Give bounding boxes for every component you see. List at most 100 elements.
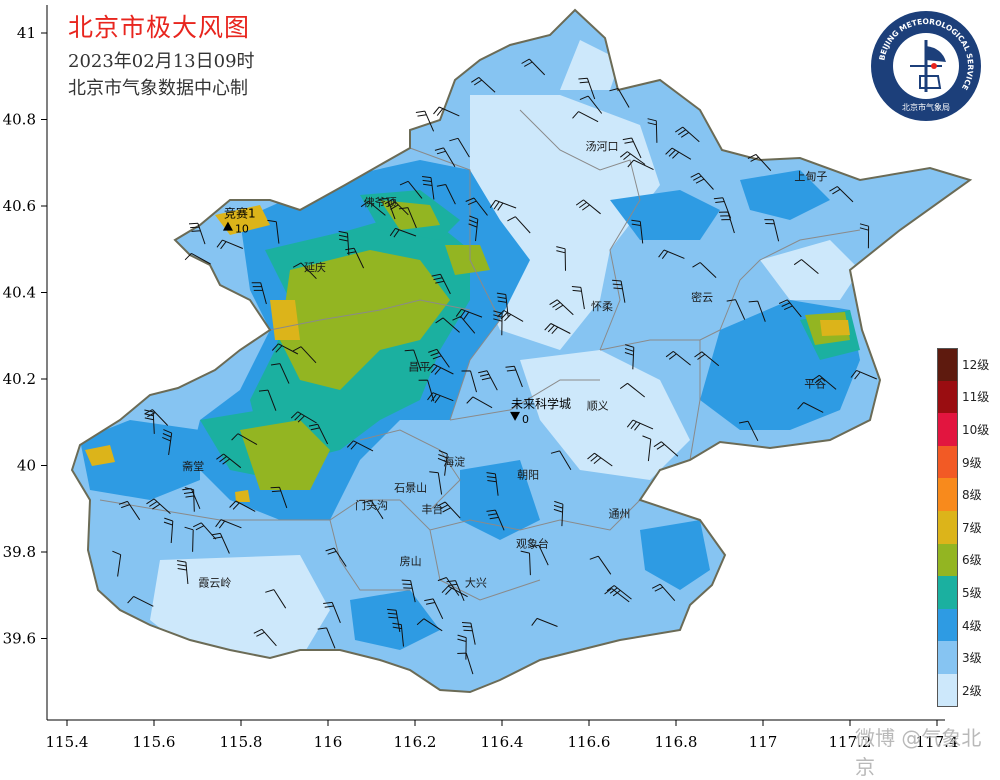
wind-barb-icon bbox=[609, 88, 630, 108]
wind-barb-icon bbox=[192, 522, 217, 540]
wind-barb-icon bbox=[575, 199, 601, 215]
wind-barb-icon bbox=[531, 617, 558, 627]
wind-barb-icon bbox=[675, 126, 700, 143]
wind-barb-icon bbox=[606, 585, 632, 600]
wind-barb-icon bbox=[619, 382, 646, 398]
wind-barb-icon bbox=[449, 137, 470, 158]
wind-barb-icon bbox=[529, 544, 549, 566]
wind-barb-icon bbox=[162, 429, 173, 455]
legend-label: 8级 bbox=[962, 488, 982, 503]
wind-barb-icon bbox=[521, 58, 546, 76]
legend-label: 9级 bbox=[962, 455, 982, 470]
legend-label: 7级 bbox=[962, 520, 982, 535]
wind-barb-icon bbox=[571, 286, 585, 310]
wind-barb-icon bbox=[692, 262, 717, 278]
legend-entry: 12级 bbox=[937, 348, 995, 381]
wind-barb-icon bbox=[452, 315, 476, 334]
wind-barb-icon bbox=[850, 369, 877, 380]
wind-barb-icon bbox=[144, 409, 155, 434]
wind-barb-icon bbox=[619, 151, 646, 165]
wind-barb-icon bbox=[496, 292, 509, 317]
wind-barb-icon bbox=[427, 392, 454, 404]
wind-barb-icon bbox=[647, 118, 658, 143]
legend-label: 12级 bbox=[962, 357, 990, 372]
wind-barb-icon bbox=[398, 207, 417, 229]
wind-barb-icon bbox=[434, 147, 456, 168]
wind-barb-icon bbox=[401, 579, 416, 603]
wind-barb-icon bbox=[404, 349, 422, 371]
wind-barb-icon bbox=[144, 409, 169, 426]
legend-label: 3级 bbox=[962, 651, 982, 666]
wind-barb-icon bbox=[544, 323, 571, 335]
wind-barb-icon bbox=[229, 500, 256, 512]
wind-barb-icon bbox=[457, 652, 474, 675]
wind-barb-icon bbox=[466, 396, 493, 409]
wind-barb-icon bbox=[549, 299, 574, 316]
wind-barb-icon bbox=[764, 219, 780, 242]
wind-barb-icon bbox=[811, 374, 837, 390]
gust-legend: 12级 11级 10级 9级 8级 7级 6级 5级 4级 3级 2级 bbox=[937, 348, 995, 707]
station-name: 未来科学城 bbox=[511, 396, 571, 411]
wind-barb-icon bbox=[433, 106, 460, 117]
wind-barb-icon bbox=[216, 453, 242, 469]
legend-swatch bbox=[937, 576, 958, 609]
wind-barb-icon bbox=[747, 153, 772, 171]
wind-barb-icon bbox=[176, 560, 189, 585]
map-producer: 北京市气象数据中心制 bbox=[68, 78, 248, 99]
wind-barb-icon bbox=[323, 601, 341, 623]
wind-barb-icon bbox=[184, 526, 194, 552]
wind-barb-icon bbox=[624, 344, 635, 370]
wind-barb-icon bbox=[265, 589, 287, 609]
wind-barb-icon bbox=[550, 450, 572, 471]
wind-barb-icon bbox=[127, 595, 154, 607]
y-tick-label: 40.4 bbox=[3, 284, 36, 302]
wind-gust-map: 115.4 115.6 115.8 116 116.2 116.4 116.6 116.8 11… bbox=[3, 5, 971, 751]
wind-barb-icon bbox=[726, 299, 746, 320]
map-title: 北京市极大风图 bbox=[68, 13, 251, 42]
wind-barb-icon bbox=[415, 110, 435, 132]
legend-entry: 8级 bbox=[937, 478, 995, 511]
wind-barb-icon bbox=[589, 555, 612, 575]
place-label: 密云 bbox=[691, 290, 713, 304]
wind-barb-icon bbox=[184, 252, 211, 265]
legend-swatch bbox=[937, 478, 958, 511]
wind-barb-icon bbox=[653, 441, 679, 457]
x-tick-label: 116.4 bbox=[481, 733, 524, 751]
wind-barb-icon bbox=[399, 180, 423, 199]
y-tick-label: 40.2 bbox=[3, 370, 36, 388]
legend-swatch bbox=[937, 413, 958, 446]
place-label: 怀柔 bbox=[591, 300, 613, 313]
place-label: 延庆 bbox=[304, 260, 326, 274]
wind-barb-icon bbox=[267, 219, 280, 244]
x-tick-label: 115.4 bbox=[46, 733, 89, 751]
station-value: 0 bbox=[522, 413, 529, 426]
wind-barb-icon bbox=[626, 419, 654, 431]
wind-barb-icon bbox=[859, 223, 870, 249]
wind-barb-icon bbox=[553, 500, 564, 527]
wind-barb-icon bbox=[429, 471, 443, 495]
wind-barb-icon bbox=[651, 583, 676, 602]
place-label: 上甸子 bbox=[794, 170, 827, 183]
wind-barb-icon bbox=[505, 365, 523, 388]
x-tick-label: 117 bbox=[749, 733, 778, 751]
wind-barb-icon bbox=[112, 550, 122, 577]
wind-barb-icon bbox=[520, 550, 531, 576]
wind-barb-icon bbox=[216, 239, 243, 250]
y-tick-label: 40.6 bbox=[3, 197, 36, 215]
legend-label: 4级 bbox=[962, 618, 982, 633]
wind-barb-icon bbox=[478, 370, 498, 391]
y-tick-label: 41 bbox=[17, 24, 36, 42]
y-axis-ticks: 41 40.8 40.6 40.4 40.2 40 39.8 39.6 bbox=[3, 24, 47, 648]
wind-barb-icon bbox=[317, 627, 336, 649]
wind-barb-icon bbox=[424, 598, 444, 620]
x-tick-label: 116.6 bbox=[568, 733, 611, 751]
wind-barb-icon bbox=[436, 501, 461, 519]
wind-barb-icon bbox=[290, 411, 317, 424]
wind-barb-icon bbox=[270, 363, 290, 384]
x-tick-label: 117.2 bbox=[829, 733, 872, 751]
wind-barb-icon bbox=[486, 472, 499, 496]
wind-barb-icon bbox=[360, 200, 386, 216]
x-axis-ticks: 115.4 115.6 115.8 116 116.2 116.4 116.6 116.8 11… bbox=[46, 720, 958, 751]
wind-barb-icon bbox=[718, 211, 735, 234]
